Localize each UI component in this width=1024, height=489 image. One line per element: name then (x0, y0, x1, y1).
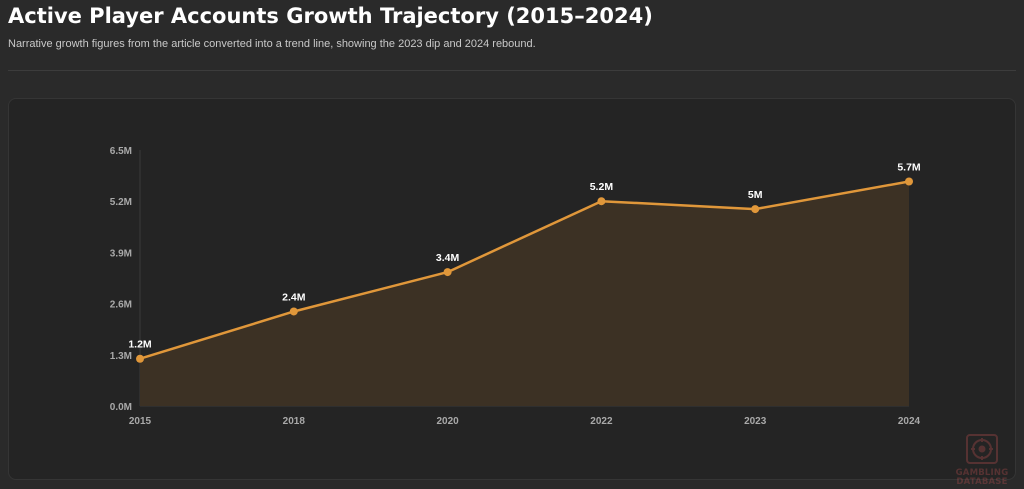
data-point (905, 177, 913, 186)
data-point (136, 354, 144, 363)
page-subtitle: Narrative growth figures from the articl… (8, 38, 536, 50)
x-tick-label: 2018 (283, 416, 306, 427)
data-label: 1.2M (128, 339, 152, 351)
page-title: Active Player Accounts Growth Trajectory… (8, 4, 653, 28)
y-tick-label: 2.6M (110, 300, 132, 311)
x-tick-label: 2022 (590, 416, 613, 427)
y-tick-label: 5.2M (110, 197, 132, 208)
y-tick-label: 3.9M (110, 248, 132, 259)
data-point (597, 197, 606, 206)
watermark: GAMBLING DATABASE (952, 434, 1012, 487)
x-tick-label: 2023 (744, 416, 767, 427)
data-label: 5.2M (590, 181, 614, 193)
y-tick-label: 1.3M (110, 351, 132, 362)
data-label: 5.7M (897, 162, 921, 174)
data-point (443, 268, 452, 277)
x-tick-label: 2024 (898, 416, 921, 427)
header-divider (8, 70, 1016, 71)
x-tick-label: 2015 (129, 416, 152, 427)
chart-card: 0.0M 1.3M 2.6M 3.9M 5.2M 6.5M 2015 2018 2020 2022… (8, 98, 1016, 480)
y-tick-label: 6.5M (110, 146, 132, 157)
data-point (289, 307, 298, 316)
x-tick-label: 2020 (436, 416, 459, 427)
data-label: 2.4M (282, 291, 306, 303)
series-line (139, 180, 910, 360)
watermark-line-2: DATABASE (956, 477, 1008, 487)
line-chart: 0.0M 1.3M 2.6M 3.9M 5.2M 6.5M 2015 2018 2020 2022… (110, 146, 921, 427)
data-label: 3.4M (436, 252, 460, 264)
data-point (751, 205, 760, 214)
gambling-database-logo-icon (966, 434, 998, 464)
area-fill (140, 181, 909, 406)
watermark-line-1: GAMBLING (955, 468, 1009, 478)
y-tick-label: 0.0M (110, 402, 132, 413)
data-label: 5M (748, 189, 763, 201)
